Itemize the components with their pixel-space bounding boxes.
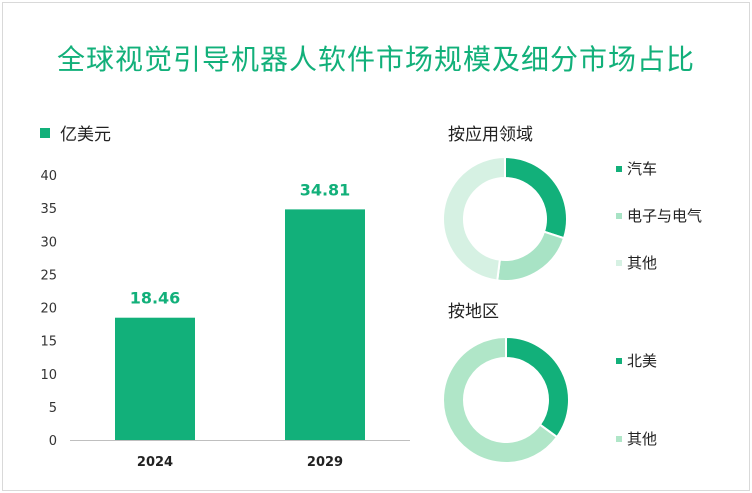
region-slice-0 [505,335,570,439]
legend-item-north-america: 北美 [616,350,657,371]
bar-value-label: 34.81 [300,180,351,199]
x-tick-label: 2024 [137,455,173,470]
legend-swatch-app-other [616,259,622,266]
bar-legend-label: 亿美元 [60,125,111,145]
legend-swatch-north-america [616,357,622,364]
region-slice-1 [442,335,559,464]
legend-item-electronics: 电子与电气 [616,205,702,226]
y-tick-label: 35 [40,202,57,217]
legend-item-region-other: 其他 [616,428,657,449]
y-tick-label: 5 [49,401,57,416]
x-tick-label: 2029 [307,455,343,470]
legend-item-app-other: 其他 [616,252,657,273]
y-tick-label: 20 [40,302,57,317]
y-tick-label: 15 [40,335,57,350]
y-tick-label: 40 [40,169,57,184]
y-tick-label: 0 [49,434,57,449]
y-tick-label: 25 [40,268,57,283]
legend-label-north-america: 北美 [627,352,658,370]
legend-swatch-region-other [616,435,622,442]
legend-label-electronics: 电子与电气 [627,207,703,225]
legend-item-automotive: 汽车 [616,158,657,179]
legend-swatch-automotive [616,165,622,172]
bar-legend-swatch [40,127,50,138]
bar-legend: 亿美元 [40,120,111,145]
bar-value-label: 18.46 [130,289,181,308]
donut-region-title: 按地区 [448,302,499,322]
legend-swatch-electronics [616,212,622,219]
legend-label-automotive: 汽车 [627,160,658,178]
bar-2029 [285,209,365,440]
y-tick-label: 10 [40,368,57,383]
bar-2024 [115,317,195,440]
legend-label-app-other: 其他 [627,254,658,272]
donut-application-title: 按应用领域 [448,125,533,145]
chart-title: 全球视觉引导机器人软件市场规模及细分市场占比 [56,43,695,76]
application-slice-2 [442,155,506,282]
y-tick-label: 30 [40,235,57,250]
legend-label-region-other: 其他 [627,430,658,448]
